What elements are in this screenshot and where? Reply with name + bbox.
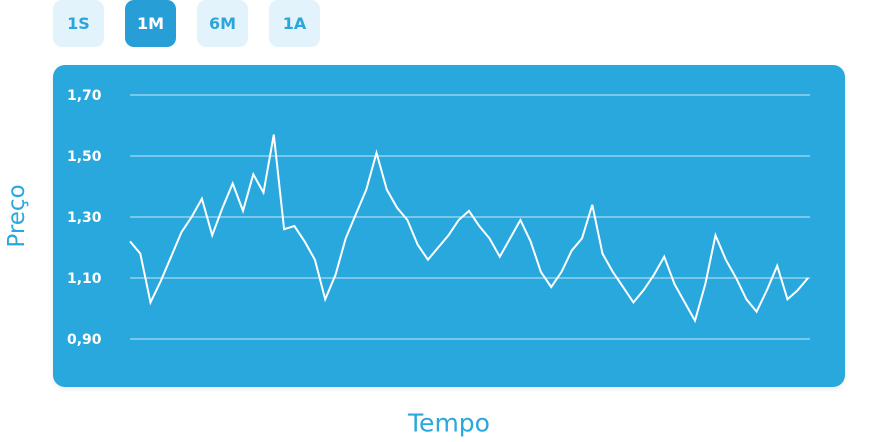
y-tick-label: 1,10 bbox=[67, 271, 102, 287]
y-tick-label: 1,50 bbox=[67, 149, 102, 165]
x-axis-label: Tempo bbox=[408, 408, 490, 438]
price-series-line bbox=[129, 134, 809, 324]
line-chart: 1,70 1,50 1,30 1,10 0,90 bbox=[67, 88, 810, 348]
tab-1s[interactable]: 1S bbox=[53, 0, 104, 47]
tab-1a[interactable]: 1A bbox=[269, 0, 320, 47]
y-axis-label: Preço bbox=[4, 184, 30, 248]
tab-1m[interactable]: 1M bbox=[125, 0, 176, 47]
chart-card: 1,70 1,50 1,30 1,10 0,90 bbox=[53, 65, 845, 387]
tab-6m[interactable]: 6M bbox=[197, 0, 248, 47]
y-tick-label: 1,70 bbox=[67, 88, 102, 104]
y-tick-label: 0,90 bbox=[67, 332, 102, 348]
y-tick-label: 1,30 bbox=[67, 210, 102, 226]
